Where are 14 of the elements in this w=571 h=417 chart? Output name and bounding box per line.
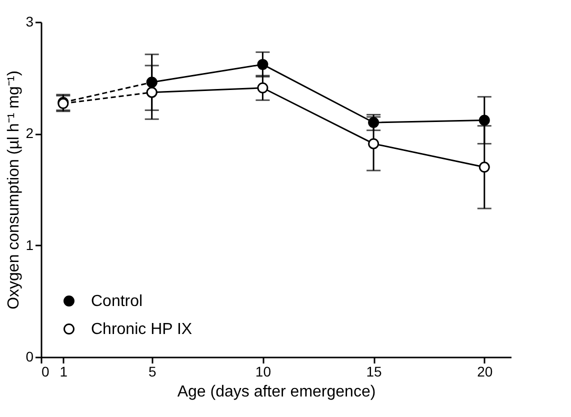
x-tick-label: 0: [42, 364, 50, 380]
y-tick-label: 2: [26, 125, 34, 142]
y-tick-label: 0: [26, 348, 34, 364]
y-tick-label: 3: [26, 14, 34, 30]
x-tick-label: 20: [477, 364, 493, 380]
x-tick-label: 10: [255, 364, 272, 380]
x-tick-label: 5: [148, 364, 156, 380]
y-axis-title: Oxygen consumption (µl h⁻¹ mg⁻¹): [6, 70, 23, 310]
legend-label: Control: [91, 293, 143, 310]
x-axis-title: Age (days after emergence): [177, 384, 376, 400]
x-tick-label: 15: [366, 364, 382, 380]
y-tick-label: 1: [26, 236, 34, 253]
x-tick-label: 1: [60, 364, 68, 380]
legend-label: Chronic HP IX: [91, 321, 192, 338]
